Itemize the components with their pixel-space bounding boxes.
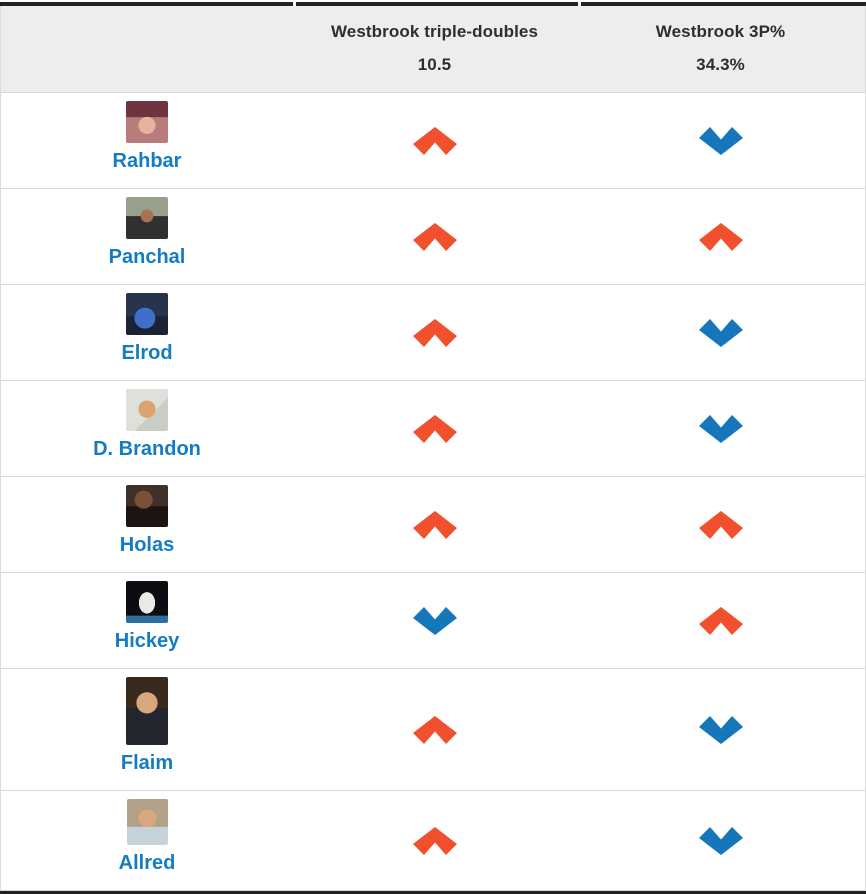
player-avatar (126, 677, 168, 745)
pick-cell-triple-doubles (293, 317, 576, 349)
player-name-link[interactable]: Flaim (120, 752, 174, 774)
over-arrow-icon (698, 606, 743, 635)
player-avatar (126, 101, 168, 143)
pick-cell-3p-pct (576, 714, 865, 746)
under-arrow-icon (412, 606, 457, 635)
pick-cell-triple-doubles (293, 714, 576, 746)
table-row: Holas (1, 477, 865, 573)
table-row: D. Brandon (1, 381, 865, 477)
player-avatar (126, 293, 168, 335)
table-row: Rahbar (1, 93, 865, 189)
pick-cell-triple-doubles (293, 825, 576, 857)
player-name-link[interactable]: Rahbar (112, 150, 182, 172)
player-name-link[interactable]: Elrod (121, 342, 173, 364)
table-body-wrap: Westbrook triple-doubles 10.5 Westbrook … (0, 6, 866, 891)
under-arrow-icon (698, 826, 743, 855)
table-row: Allred (1, 791, 865, 891)
under-arrow-icon (698, 126, 743, 155)
pick-cell-triple-doubles (293, 509, 576, 541)
over-arrow-icon (412, 414, 457, 443)
under-arrow-icon (698, 715, 743, 744)
table-row: Elrod (1, 285, 865, 381)
pick-cell-3p-pct (576, 825, 865, 857)
player-avatar (126, 485, 168, 527)
pick-cell-3p-pct (576, 509, 865, 541)
pick-cell-triple-doubles (293, 221, 576, 253)
table-header: Westbrook triple-doubles 10.5 Westbrook … (1, 6, 865, 93)
player-cell: Rahbar (1, 93, 293, 188)
column-header-triple-doubles: Westbrook triple-doubles 10.5 (293, 19, 576, 78)
column-header-3p-pct: Westbrook 3P% 34.3% (576, 19, 865, 78)
player-cell: Elrod (1, 285, 293, 380)
player-name-link[interactable]: D. Brandon (93, 438, 201, 460)
pick-cell-3p-pct (576, 221, 865, 253)
player-avatar (126, 799, 168, 845)
column-line-value: 10.5 (417, 55, 452, 74)
over-arrow-icon (412, 826, 457, 855)
over-arrow-icon (698, 222, 743, 251)
player-avatar (126, 197, 168, 239)
player-avatar (126, 389, 168, 431)
player-cell: Flaim (1, 669, 293, 790)
table-row: Panchal (1, 189, 865, 285)
player-name-link[interactable]: Hickey (114, 630, 180, 652)
column-header-empty (1, 19, 293, 78)
over-arrow-icon (698, 510, 743, 539)
player-cell: Hickey (1, 573, 293, 668)
table-rows: Rahbar Panchal Elrod D. Brandon Holas (1, 93, 865, 891)
under-arrow-icon (698, 318, 743, 347)
table-row: Flaim (1, 669, 865, 791)
player-cell: Panchal (1, 189, 293, 284)
player-name-link[interactable]: Panchal (108, 246, 186, 268)
pick-cell-3p-pct (576, 125, 865, 157)
player-name-link[interactable]: Allred (118, 852, 176, 874)
over-arrow-icon (412, 318, 457, 347)
column-line-value: 34.3% (696, 55, 745, 74)
under-arrow-icon (698, 414, 743, 443)
pick-cell-3p-pct (576, 317, 865, 349)
player-cell: Allred (1, 791, 293, 890)
pick-cell-triple-doubles (293, 605, 576, 637)
player-avatar (126, 581, 168, 623)
column-label: Westbrook triple-doubles (330, 22, 539, 41)
over-arrow-icon (412, 126, 457, 155)
over-arrow-icon (412, 222, 457, 251)
player-cell: D. Brandon (1, 381, 293, 476)
pick-cell-3p-pct (576, 413, 865, 445)
column-label: Westbrook 3P% (655, 22, 786, 41)
pick-cell-triple-doubles (293, 413, 576, 445)
table-row: Hickey (1, 573, 865, 669)
table-top-border (0, 2, 866, 6)
over-arrow-icon (412, 715, 457, 744)
player-name-link[interactable]: Holas (119, 534, 175, 556)
pick-cell-3p-pct (576, 605, 865, 637)
pick-cell-triple-doubles (293, 125, 576, 157)
player-cell: Holas (1, 477, 293, 572)
over-arrow-icon (412, 510, 457, 539)
